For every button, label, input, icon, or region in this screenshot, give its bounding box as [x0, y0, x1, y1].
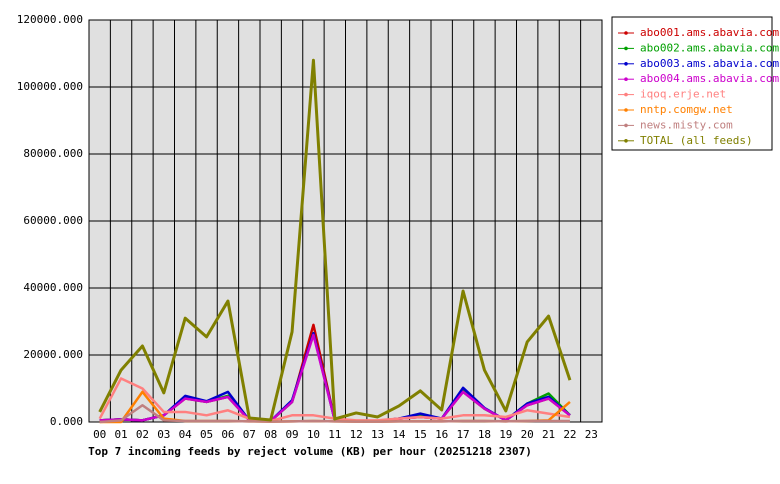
legend [611, 16, 773, 151]
legend-marker [624, 108, 628, 112]
y-tick-label: 40000.000 [23, 281, 83, 294]
legend-label: TOTAL (all feeds) [640, 134, 753, 147]
x-tick-label: 10 [307, 428, 320, 441]
y-tick-label: 100000.000 [17, 80, 83, 93]
legend-marker [624, 62, 628, 66]
legend-marker [624, 123, 628, 128]
y-tick-label: 120000.000 [17, 13, 83, 26]
x-tick-label: 20 [521, 428, 534, 441]
legend-label: abo001.ams.abavia.com [640, 26, 779, 39]
series-line [99, 404, 570, 424]
x-tick-label: 14 [392, 428, 406, 441]
x-tick-label: 19 [499, 428, 512, 441]
x-tick-label: 07 [243, 428, 256, 441]
legend-marker [624, 31, 628, 35]
x-tick-label: 13 [371, 428, 384, 441]
chart-title: Top 7 incoming feeds by reject volume (K… [88, 445, 532, 458]
x-tick-label: 04 [179, 428, 193, 441]
x-tick-label: 03 [157, 428, 170, 441]
legend-marker [624, 46, 628, 51]
legend-label: abo002.ams.abavia.com [640, 41, 779, 54]
x-tick-label: 21 [542, 428, 555, 441]
y-tick-label: 0.000 [50, 415, 83, 428]
legend-label: abo003.ams.abavia.com [640, 57, 779, 70]
x-tick-label: 06 [221, 428, 234, 441]
legend-marker [624, 77, 628, 81]
x-tick-label: 05 [200, 428, 213, 441]
legend-label: news.misty.com [640, 118, 733, 131]
legend-label: nntp.comgw.net [640, 103, 733, 116]
legend-marker [624, 92, 628, 97]
x-tick-label: 16 [435, 428, 448, 441]
x-tick-label: 00 [93, 428, 106, 441]
x-tick-label: 08 [264, 428, 277, 441]
x-tick-label: 12 [350, 428, 363, 441]
x-tick-label: 18 [478, 428, 491, 441]
y-tick-label: 80000.000 [23, 147, 83, 160]
x-tick-label: 23 [585, 428, 598, 441]
legend-marker [624, 139, 628, 143]
y-tick-label: 20000.000 [23, 348, 83, 361]
x-tick-label: 09 [285, 428, 298, 441]
x-tick-label: 01 [114, 428, 127, 441]
x-tick-label: 15 [414, 428, 427, 441]
x-tick-label: 22 [563, 428, 576, 441]
series-line [98, 58, 572, 422]
x-tick-label: 17 [456, 428, 469, 441]
y-tick-label: 60000.000 [23, 214, 83, 227]
x-tick-label: 02 [136, 428, 149, 441]
x-tick-label: 11 [328, 428, 341, 441]
legend-label: abo004.ams.abavia.com [640, 72, 779, 85]
legend-label: iqoq.erje.net [640, 88, 726, 101]
